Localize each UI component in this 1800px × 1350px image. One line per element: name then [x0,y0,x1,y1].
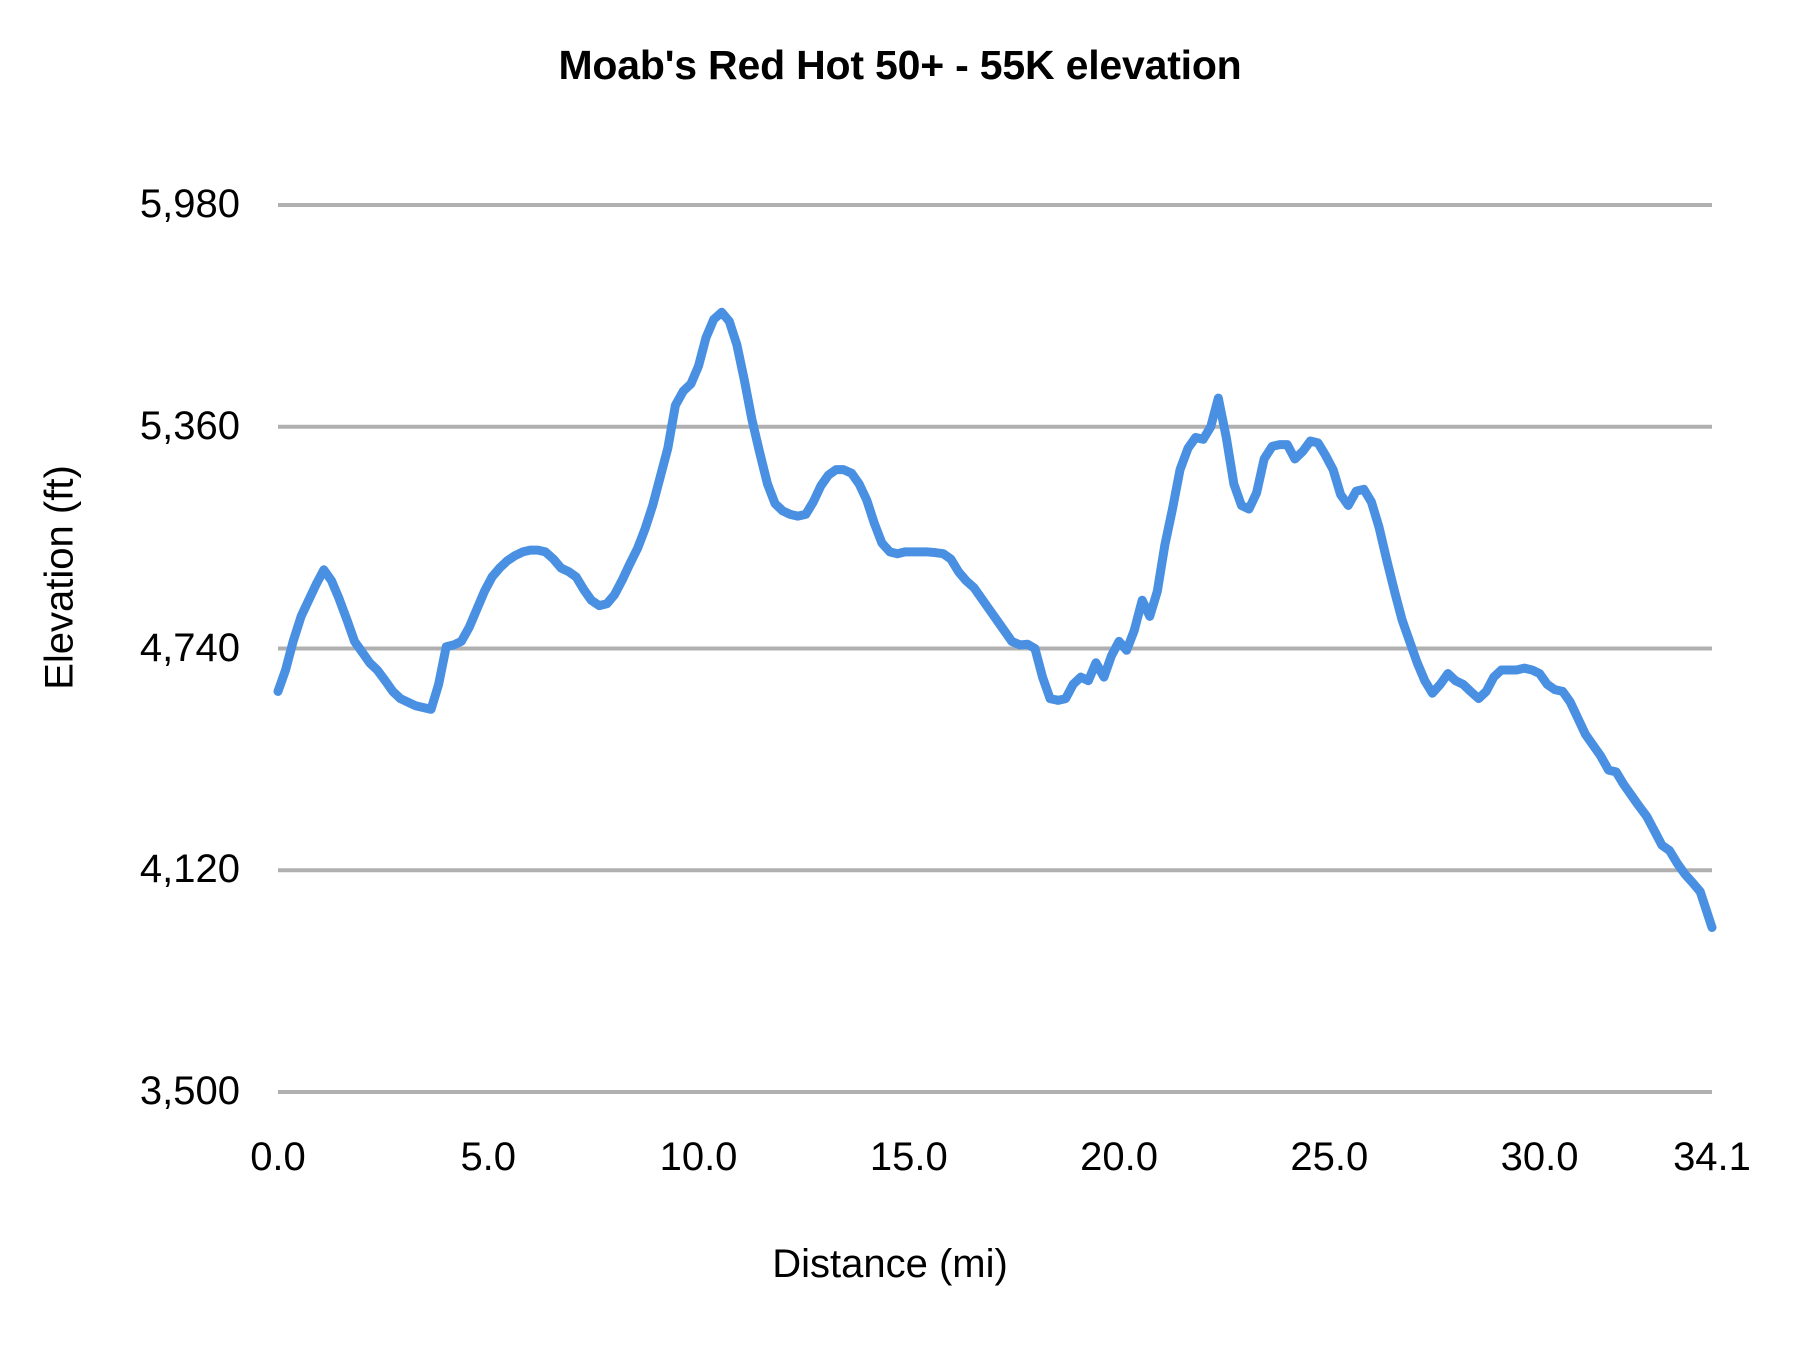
x-axis-tick-label: 34.1 [1673,1135,1751,1179]
y-axis-tick-label: 4,120 [139,847,240,892]
y-axis-title: Elevation (ft) [37,465,82,690]
x-axis-title: Distance (mi) [772,1242,1008,1286]
y-axis-tick-label: 5,360 [139,403,240,448]
gridlines [278,203,1712,1094]
x-axis-tick-label: 0.0 [250,1135,306,1179]
y-axis-tick-label: 5,980 [139,182,240,226]
y-axis-tick-label: 4,740 [139,625,240,670]
x-axis-tick-label: 25.0 [1290,1135,1369,1179]
x-axis-tick-label: 15.0 [869,1135,948,1179]
series-layer [273,307,1717,932]
y-axis-tick-label: 3,500 [139,1069,240,1113]
chart-title: Moab's Red Hot 50+ - 55K elevation [558,42,1242,88]
x-axis-tick-label: 5.0 [460,1135,517,1179]
x-axis-tick-label: 10.0 [659,1135,738,1179]
x-axis-tick-label: 30.0 [1500,1135,1579,1179]
x-axis-tick-label: 20.0 [1080,1135,1158,1179]
series-line-elevation [273,307,1717,932]
